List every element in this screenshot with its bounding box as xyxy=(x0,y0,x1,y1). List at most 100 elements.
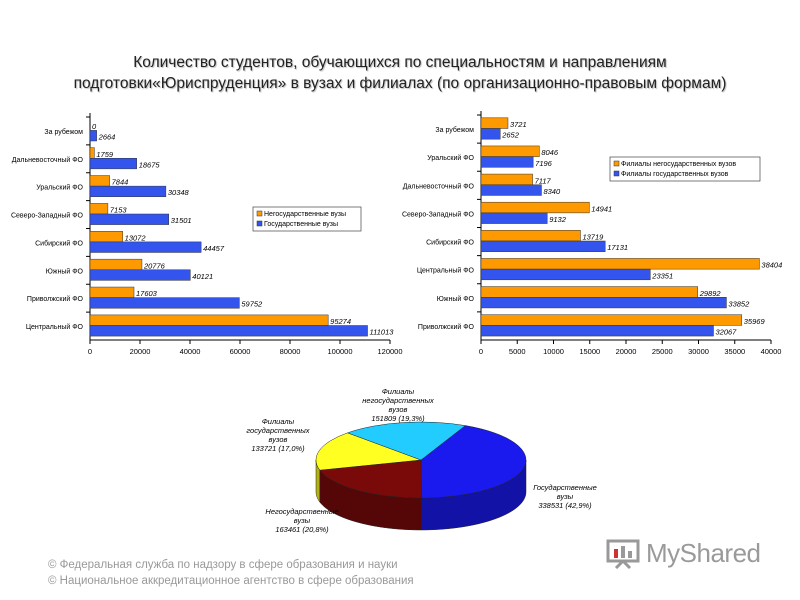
x-tick-label: 80000 xyxy=(280,347,301,356)
data-label: 59752 xyxy=(241,300,263,309)
legend-label: Государственные вузы xyxy=(264,221,338,228)
presentation-icon xyxy=(606,539,640,569)
bar-nonstate xyxy=(480,286,698,298)
data-label: 31501 xyxy=(171,216,192,225)
x-tick-label: 60000 xyxy=(230,347,251,356)
category-label: Дальневосточный ФО xyxy=(12,156,84,164)
pie-value-label: 338531 (42,9%) xyxy=(538,501,592,510)
slide-title: Количество студентов, обучающихся по спе… xyxy=(0,52,800,94)
title-line-2: подготовки«Юриспруденция» в вузах и фили… xyxy=(73,75,727,92)
category-label: За рубежом xyxy=(435,126,474,134)
x-tick-label: 40000 xyxy=(180,347,201,356)
x-tick-label: 40000 xyxy=(761,347,782,356)
pie-slice xyxy=(420,425,527,499)
data-label: 17131 xyxy=(607,243,628,252)
x-tick-label: 20000 xyxy=(130,347,151,356)
x-tick-label: 100000 xyxy=(327,347,352,356)
x-tick-label: 0 xyxy=(88,347,92,356)
data-label: 111013 xyxy=(370,328,395,337)
category-label: Центральный ФО xyxy=(417,267,475,275)
category-label: За рубежом xyxy=(44,128,83,136)
data-label: 7196 xyxy=(535,159,553,168)
x-tick-label: 5000 xyxy=(509,347,526,356)
pie-value-label: 151809 (19,3%) xyxy=(371,414,425,423)
data-label: 8046 xyxy=(541,148,559,157)
bar-nonstate xyxy=(89,203,109,215)
footer: © Федеральная служба по надзору в сфере … xyxy=(48,557,414,589)
bar-nonstate xyxy=(480,173,533,185)
bar-nonstate xyxy=(89,175,110,187)
bar-nonstate xyxy=(480,230,581,242)
data-label: 8340 xyxy=(543,187,561,196)
category-label: Дальневосточный ФО xyxy=(403,182,475,190)
bar-nonstate xyxy=(89,258,143,271)
pie-label: государственных xyxy=(246,426,309,435)
legend-swatch xyxy=(256,210,263,217)
data-label: 20776 xyxy=(143,261,166,270)
pie-value-label: 133721 (17,0%) xyxy=(251,444,305,453)
legend-swatch xyxy=(613,170,620,177)
x-tick-label: 0 xyxy=(479,347,483,356)
data-label: 38404 xyxy=(761,261,782,270)
bar-state xyxy=(89,241,202,253)
x-tick-label: 120000 xyxy=(377,347,402,356)
pie-label: Государственные xyxy=(533,483,597,492)
pie-value-label: 163461 (20,8%) xyxy=(275,525,329,534)
bar-nonstate xyxy=(89,231,123,243)
data-label: 13072 xyxy=(125,233,147,242)
logo[interactable]: MyShared xyxy=(606,537,761,569)
data-label: 44457 xyxy=(203,244,225,253)
category-label: Северо-Западный ФО xyxy=(402,210,475,218)
title-line-1: Количество студентов, обучающихся по спе… xyxy=(133,54,667,71)
pie-label: вузов xyxy=(269,435,288,444)
pie-slice xyxy=(319,459,422,499)
pie-label: вузов xyxy=(389,405,408,414)
data-label: 7153 xyxy=(110,206,128,215)
pie-label: вузы xyxy=(557,492,574,501)
x-tick-label: 25000 xyxy=(652,347,673,356)
data-label: 9132 xyxy=(549,215,567,224)
pie-slice xyxy=(315,432,422,471)
data-label: 35969 xyxy=(744,317,766,326)
bar-state xyxy=(89,185,167,197)
bar-nonstate xyxy=(480,314,743,326)
legend-label: Филиалы государственных вузов xyxy=(621,171,729,178)
data-label: 7117 xyxy=(535,176,552,185)
legend xyxy=(252,206,362,232)
data-label: 2652 xyxy=(501,131,520,140)
bar-state xyxy=(480,184,542,196)
pie-label: Негосударственные xyxy=(265,507,338,516)
data-label: 17603 xyxy=(136,289,158,298)
legend-label: Филиалы негосударственных вузов xyxy=(621,161,736,168)
category-label: Приволжский ФО xyxy=(27,295,84,303)
x-tick-label: 20000 xyxy=(616,347,637,356)
data-label: 1759 xyxy=(96,150,114,159)
bar-state xyxy=(480,297,727,309)
data-label: 13719 xyxy=(582,233,604,242)
data-label: 3721 xyxy=(510,120,527,129)
category-label: Южный ФО xyxy=(46,267,84,275)
bar-state xyxy=(89,213,170,225)
bar-state xyxy=(89,269,191,281)
legend xyxy=(609,156,761,182)
legend-swatch xyxy=(256,220,263,227)
data-label: 18675 xyxy=(139,160,161,169)
bar-nonstate xyxy=(480,117,509,129)
logo-text: MyShared xyxy=(646,537,761,568)
bar-state xyxy=(480,325,714,337)
bar-state xyxy=(480,128,501,140)
data-label: 40121 xyxy=(192,272,213,281)
x-tick-label: 15000 xyxy=(579,347,600,356)
legend-label: Негосударственные вузы xyxy=(264,211,346,218)
x-tick-label: 10000 xyxy=(543,347,564,356)
data-label: 23351 xyxy=(651,271,673,280)
footer-line-2: © Национальное аккредитационное агентств… xyxy=(48,575,414,587)
pie-label: вузы xyxy=(294,516,311,525)
pie-label: Филиалы xyxy=(262,417,295,426)
bar-state xyxy=(480,212,548,224)
category-label: Уральский ФО xyxy=(36,184,83,192)
pie-slice xyxy=(346,421,466,461)
pie-label: негосударственных xyxy=(362,396,434,405)
category-label: Сибирский ФО xyxy=(35,239,83,247)
